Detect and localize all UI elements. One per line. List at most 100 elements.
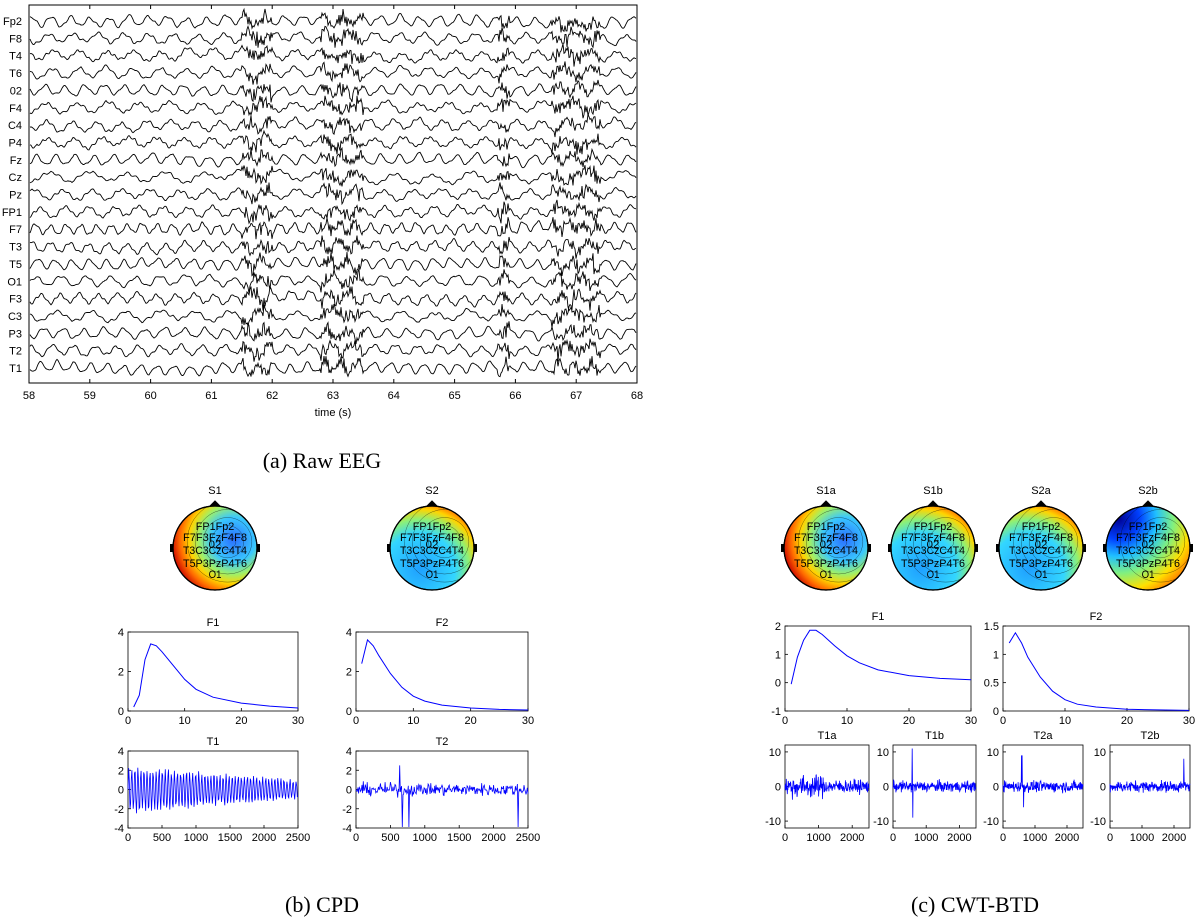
x-tick-label: 10 [179, 715, 191, 727]
x-tick-label: 10 [407, 715, 419, 727]
eeg-frame [28, 4, 638, 384]
y-tick-label: 1.5 [984, 621, 999, 633]
electrode-labels: T3C3CzC4T4 [400, 545, 464, 557]
electrode-labels: FP1Fp2 [1129, 521, 1167, 533]
y-tick-label: 2 [775, 621, 781, 633]
channel-label: O1 [7, 276, 22, 288]
x-tick-label: 0 [353, 832, 359, 844]
x-tick-label: 2000 [481, 832, 505, 844]
electrode-labels: 02 [927, 539, 940, 551]
plot-title: T2a [1034, 730, 1054, 742]
left-ear-icon [170, 544, 173, 552]
contour-line [937, 533, 954, 551]
y-tick-label: -4 [342, 823, 352, 835]
frequency-line [361, 638, 529, 711]
channel-label: T3 [9, 242, 22, 254]
x-tick-label: 0 [1107, 832, 1113, 844]
y-tick-label: 1 [993, 649, 999, 661]
electrode-labels: T3C3CzC4T4 [1009, 545, 1073, 557]
y-tick-label: 1 [775, 649, 781, 661]
eeg-trace [29, 338, 637, 362]
eeg-trace [29, 95, 637, 119]
electrode-labels: FP1Fp2 [413, 521, 451, 533]
left-ear-icon [888, 544, 891, 552]
y-tick-label: 0 [993, 782, 999, 794]
x-tick-label: 1000 [413, 832, 437, 844]
plot-title: T1a [818, 730, 838, 742]
x-tick-label: 63 [327, 390, 339, 402]
y-tick-label: -2 [342, 804, 352, 816]
topomap-title: S2b [1138, 485, 1158, 497]
contour-line [186, 506, 257, 583]
x-axis-label: time (s) [315, 407, 352, 419]
x-tick-label: 2500 [516, 832, 540, 844]
electrode-labels: T3C3CzC4T4 [901, 545, 965, 557]
nose-icon [927, 500, 939, 507]
x-tick-label: 2000 [840, 832, 864, 844]
eeg-trace [29, 355, 637, 378]
x-tick-label: 2500 [286, 832, 310, 844]
contour-line [797, 506, 868, 583]
topomap-title: S1b [923, 485, 943, 497]
eeg-trace [29, 252, 637, 277]
x-tick-label: 0 [890, 832, 896, 844]
nose-icon [820, 500, 832, 507]
contour-line [1021, 509, 1083, 575]
channel-label: T1 [9, 363, 22, 375]
contour-line [913, 509, 975, 575]
channel-label: C3 [8, 311, 22, 323]
contour-line [1045, 533, 1062, 551]
eeg-trace [29, 199, 637, 225]
plot-frame [127, 631, 299, 712]
electrode-labels: FP1Fp2 [914, 521, 952, 533]
nose-icon [426, 500, 438, 507]
x-tick-label: 0 [1000, 832, 1006, 844]
contour-line [822, 525, 856, 559]
x-tick-label: 20 [903, 715, 915, 727]
x-tick-label: 62 [266, 390, 278, 402]
x-tick-label: 30 [522, 715, 534, 727]
plot-title: F2 [436, 617, 449, 629]
topomap-title: S1 [208, 485, 221, 497]
channel-label: Fz [10, 155, 22, 167]
contour-line [1119, 506, 1190, 583]
x-tick-label: 0 [125, 715, 131, 727]
x-tick-label: 1500 [447, 832, 471, 844]
plot-title: F1 [207, 617, 220, 629]
x-tick-label: 1000 [914, 832, 938, 844]
y-tick-label: -4 [114, 823, 124, 835]
y-tick-label: 0 [118, 785, 124, 797]
y-tick-label: 10 [877, 747, 889, 759]
y-tick-label: 2 [118, 667, 124, 679]
channel-label: F3 [9, 294, 22, 306]
channel-label: P4 [9, 137, 22, 149]
temporal-signature [355, 765, 529, 828]
channel-label: T5 [9, 259, 22, 271]
channel-label: Fp2 [3, 16, 22, 28]
x-tick-label: 0 [1000, 715, 1006, 727]
x-tick-label: 64 [388, 390, 400, 402]
x-tick-label: 30 [965, 715, 977, 727]
eeg-trace [29, 112, 637, 138]
eeg-trace [29, 24, 637, 49]
channel-label: FP1 [2, 207, 22, 219]
electrode-labels: O1 [1142, 569, 1155, 581]
topomap-title: S1a [816, 485, 836, 497]
electrode-labels: F7F3FzF4F8 [1009, 532, 1073, 544]
electrode-labels: 02 [426, 539, 439, 551]
electrode-labels: FP1Fp2 [1022, 521, 1060, 533]
x-tick-label: 60 [144, 390, 156, 402]
electrode-labels: T5P3PzP4T6 [1009, 558, 1073, 570]
contour-line [929, 525, 963, 559]
temporal-signature [1002, 755, 1084, 808]
electrode-labels: T3C3CzC4T4 [794, 545, 858, 557]
plot-title: T2b [1141, 730, 1160, 742]
y-tick-label: 4 [118, 627, 124, 639]
channel-label: C4 [8, 120, 22, 132]
eeg-trace [29, 61, 637, 85]
electrode-labels: F7F3FzF4F8 [794, 532, 858, 544]
contour-line [436, 533, 453, 551]
panel-b-cpd: FP1Fp2F7F3FzF4F8T3C3CzC4T4T5P3PzP4T6O102… [114, 485, 540, 844]
x-tick-label: 65 [448, 390, 460, 402]
